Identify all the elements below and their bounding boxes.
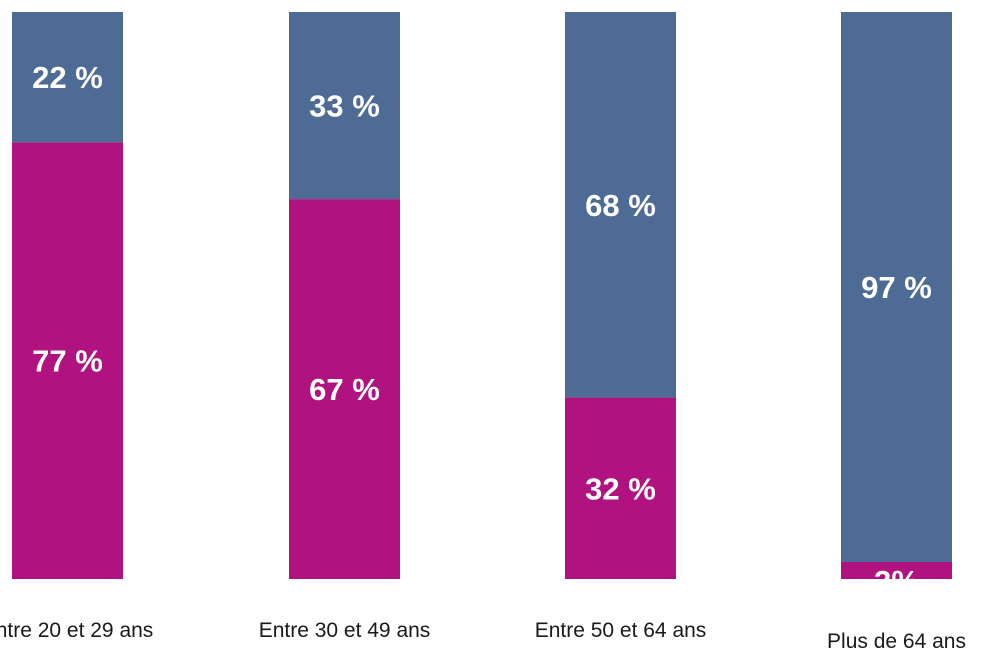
bar-segment-2-1 — [12, 12, 123, 143]
data-label-2-1: 22 % — [32, 60, 103, 95]
category-label-4: Plus de 64 ans — [827, 630, 966, 653]
data-label-1-2: 67 % — [309, 372, 380, 407]
data-label-1-3: 32 % — [585, 471, 656, 506]
data-label-2-3: 68 % — [585, 188, 656, 223]
bar-segment-2-4 — [841, 12, 952, 562]
bar-segment-2-2 — [289, 12, 400, 200]
data-label-2-4: 97 % — [861, 270, 932, 305]
category-label-3: Entre 50 et 64 ans — [535, 619, 707, 642]
bar-segment-1-1 — [12, 142, 123, 579]
category-label-1: Entre 20 et 29 ans — [0, 619, 153, 642]
data-label-2-2: 33 % — [309, 89, 380, 124]
bar-segment-1-2 — [289, 199, 400, 580]
bar-segment-1-4 — [841, 561, 952, 579]
bar-segment-2-3 — [565, 12, 676, 398]
data-label-1-1: 77 % — [32, 344, 103, 379]
category-label-2: Entre 30 et 49 ans — [259, 619, 431, 642]
baseline-mask — [0, 579, 992, 597]
bar-segment-1-3 — [565, 397, 676, 579]
